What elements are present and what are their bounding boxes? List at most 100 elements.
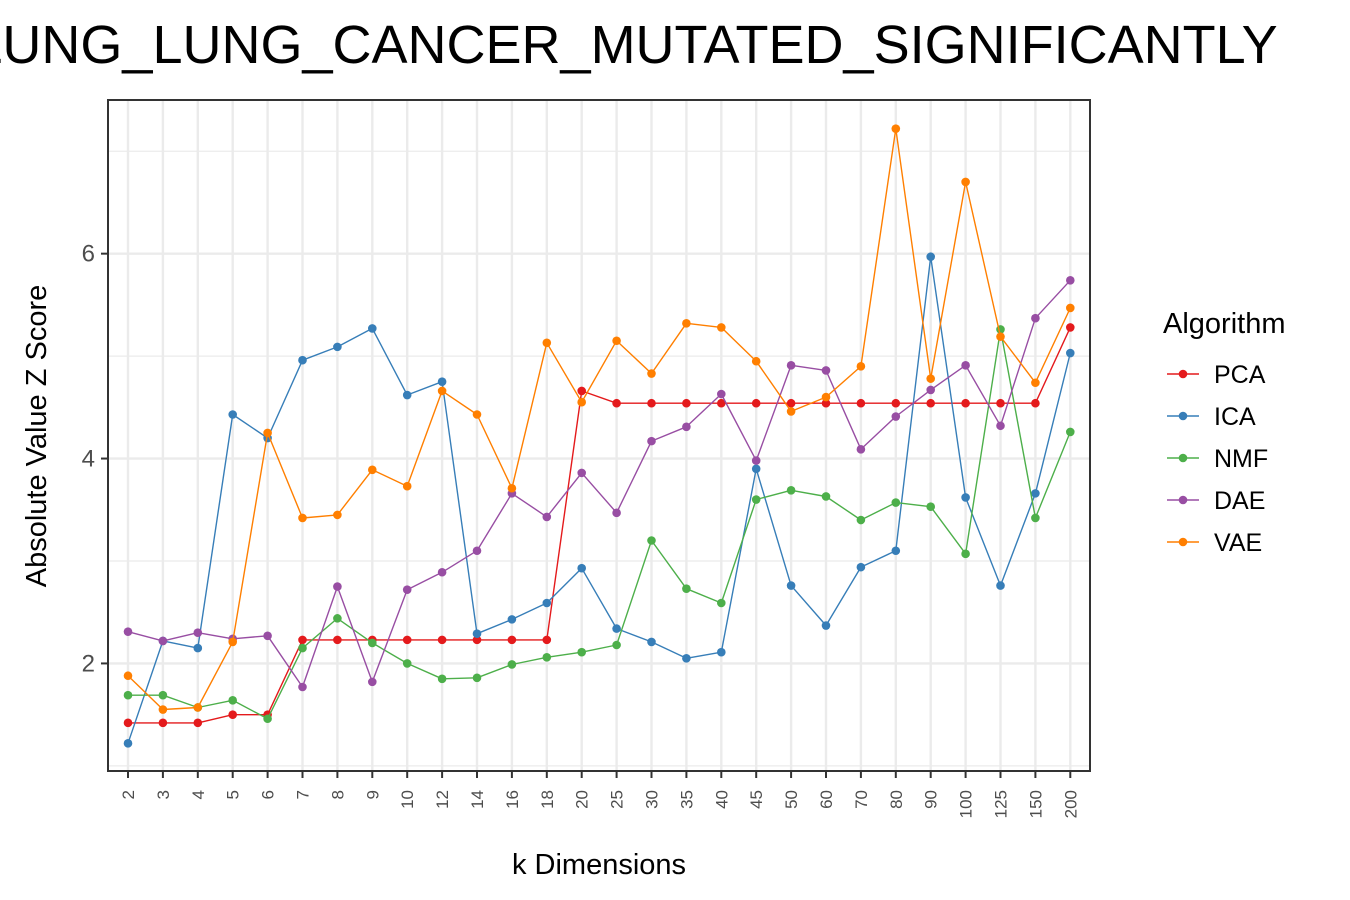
- point-nmf: [437, 674, 447, 684]
- x-tick-label: 125: [992, 790, 1011, 818]
- point-dae: [263, 631, 272, 641]
- x-tick-label: 5: [224, 790, 243, 799]
- x-tick-label: 10: [398, 790, 417, 809]
- point-dae: [298, 682, 307, 692]
- point-nmf: [368, 638, 377, 648]
- legend-label-nmf: NMF: [1214, 445, 1268, 473]
- point-pca: [996, 398, 1005, 408]
- point-vae: [228, 637, 237, 647]
- x-tick-label: 45: [747, 790, 766, 809]
- point-ica: [996, 581, 1005, 590]
- x-tick-label: 16: [503, 790, 522, 809]
- legend-title: Algorithm: [1163, 308, 1286, 340]
- y-tick-label: 2: [82, 650, 95, 677]
- x-tick-label: 200: [1061, 790, 1080, 818]
- point-vae: [647, 369, 656, 378]
- point-ica: [647, 637, 656, 647]
- point-ica: [682, 654, 691, 663]
- point-ica: [1066, 348, 1075, 358]
- point-nmf: [612, 640, 621, 650]
- point-nmf: [682, 584, 691, 593]
- point-pca: [402, 635, 412, 645]
- x-tick-label: 12: [433, 790, 452, 809]
- point-vae: [856, 362, 866, 371]
- point-dae: [821, 366, 831, 375]
- x-tick-label: 30: [643, 790, 662, 809]
- point-pca: [437, 635, 447, 645]
- point-nmf: [856, 515, 866, 525]
- x-tick-label: 20: [573, 790, 592, 809]
- point-ica: [298, 355, 307, 365]
- point-ica: [926, 252, 935, 262]
- point-ica: [891, 546, 901, 556]
- point-ica: [333, 342, 342, 352]
- point-pca: [577, 386, 586, 396]
- point-dae: [891, 412, 901, 421]
- point-vae: [1031, 378, 1040, 388]
- legend-key-point-dae: [1178, 495, 1188, 505]
- point-vae: [333, 510, 342, 520]
- x-tick-label: 3: [154, 790, 173, 799]
- point-dae: [402, 585, 412, 594]
- point-pca: [856, 398, 866, 408]
- point-vae: [402, 481, 412, 491]
- point-pca: [298, 635, 307, 645]
- point-dae: [577, 468, 586, 478]
- legend-key-point-vae: [1178, 537, 1188, 547]
- point-dae: [368, 677, 377, 687]
- point-nmf: [263, 714, 272, 724]
- x-axis-title: k Dimensions: [512, 849, 686, 881]
- point-nmf: [751, 495, 761, 504]
- point-vae: [717, 323, 726, 332]
- point-pca: [228, 710, 237, 719]
- point-dae: [1031, 313, 1040, 323]
- x-tick-label: 18: [538, 790, 557, 809]
- point-vae: [158, 705, 168, 714]
- x-tick-label: 14: [468, 790, 487, 809]
- point-pca: [647, 398, 656, 408]
- point-dae: [333, 582, 342, 591]
- point-dae: [682, 422, 691, 432]
- point-nmf: [1066, 427, 1075, 437]
- point-dae: [786, 361, 796, 370]
- point-dae: [1066, 275, 1075, 285]
- x-tick-label: 80: [887, 790, 906, 809]
- x-tick-label: 8: [328, 790, 347, 799]
- point-ica: [123, 739, 133, 748]
- point-vae: [926, 374, 935, 383]
- point-vae: [996, 332, 1005, 341]
- x-tick-label: 70: [852, 790, 871, 809]
- point-dae: [647, 436, 656, 446]
- point-ica: [856, 562, 866, 572]
- x-tick-label: 90: [922, 790, 941, 809]
- y-axis-title: Absolute Value Z Score: [21, 285, 53, 588]
- x-tick-label: 7: [294, 790, 313, 799]
- legend-key-point-nmf: [1178, 453, 1188, 463]
- point-pca: [926, 398, 935, 408]
- point-ica: [612, 624, 621, 633]
- point-nmf: [472, 673, 482, 683]
- x-tick-label: 40: [712, 790, 731, 809]
- point-ica: [1031, 489, 1040, 498]
- point-vae: [368, 465, 377, 475]
- point-pca: [821, 398, 831, 408]
- x-tick-label: 35: [677, 790, 696, 809]
- point-dae: [926, 385, 935, 395]
- point-pca: [507, 635, 517, 645]
- point-dae: [123, 627, 133, 636]
- chart-title: LUNG_LUNG_CANCER_MUTATED_SIGNIFICANTLY: [0, 15, 1278, 75]
- point-vae: [821, 392, 831, 402]
- x-tick-label: 6: [259, 790, 278, 799]
- point-nmf: [961, 549, 970, 559]
- point-pca: [751, 398, 761, 408]
- point-nmf: [542, 652, 552, 662]
- point-vae: [298, 513, 307, 523]
- point-pca: [786, 398, 796, 408]
- legend-label-vae: VAE: [1214, 529, 1262, 557]
- point-vae: [612, 336, 621, 346]
- point-pca: [193, 718, 203, 728]
- point-pca: [542, 635, 552, 645]
